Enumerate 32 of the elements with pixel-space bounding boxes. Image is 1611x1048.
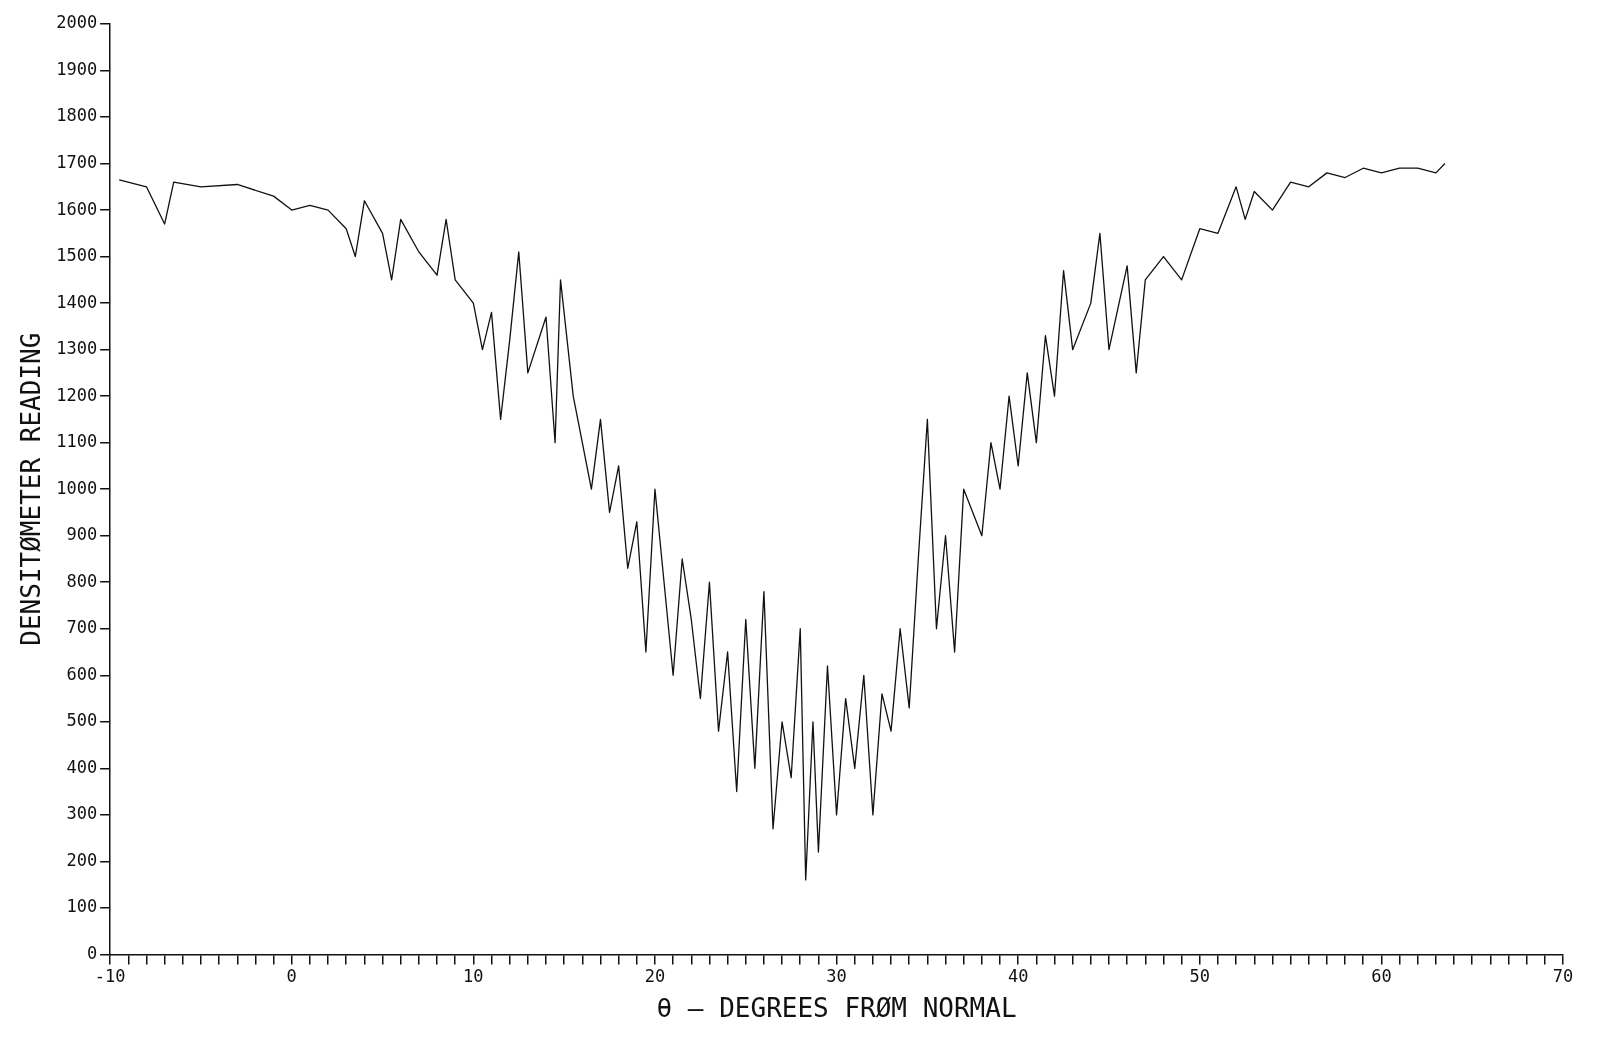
y-tick-label: 2000 <box>56 12 98 33</box>
x-tick-label: 20 <box>644 966 666 987</box>
y-tick-label: 1200 <box>56 384 98 405</box>
x-tick-label: 30 <box>826 966 847 987</box>
x-tick-label: 70 <box>1552 966 1574 987</box>
x-tick-label: 10 <box>463 966 484 987</box>
x-tick-label: -10 <box>94 966 126 987</box>
x-tick-label: 60 <box>1371 966 1392 987</box>
x-tick-label: 50 <box>1189 966 1211 987</box>
y-tick-label: 400 <box>66 756 98 777</box>
y-tick-label: 1500 <box>56 245 98 266</box>
x-tick-label: 0 <box>286 966 297 987</box>
y-tick-label: 1700 <box>56 151 98 172</box>
y-tick-label: 300 <box>66 803 98 824</box>
y-tick-label: 1400 <box>56 291 98 312</box>
y-tick-label: 900 <box>66 524 98 545</box>
y-tick-label: 1300 <box>56 338 98 359</box>
y-tick-label: 0 <box>86 942 98 963</box>
y-tick-label: 100 <box>66 896 98 917</box>
y-axis-title: DENSITØMETER READING <box>16 332 47 646</box>
y-tick-label: 600 <box>66 663 98 684</box>
y-tick-label: 1600 <box>56 198 98 219</box>
y-tick-label: 1000 <box>56 477 98 498</box>
y-tick-label: 1800 <box>56 105 98 126</box>
y-tick-label: 200 <box>66 849 98 870</box>
x-tick-label: 40 <box>1007 966 1029 987</box>
y-tick-label: 1900 <box>56 58 98 79</box>
y-tick-label: 700 <box>66 617 98 638</box>
x-axis-title: θ — DEGREES FRØM NORMAL <box>656 993 1017 1024</box>
y-tick-label: 800 <box>66 570 98 591</box>
y-tick-label: 500 <box>66 710 98 731</box>
y-tick-label: 1100 <box>56 431 98 452</box>
